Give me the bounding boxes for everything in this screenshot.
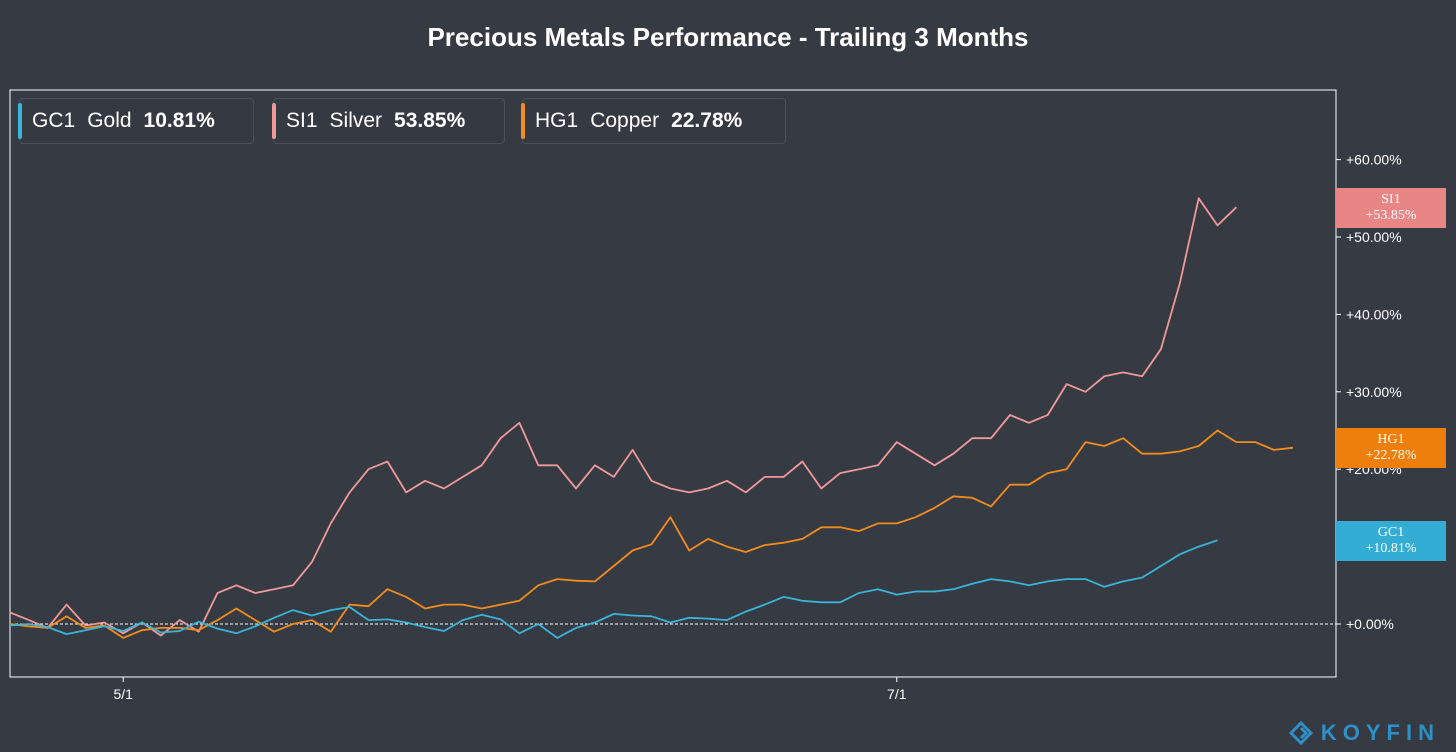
x-tick-label: 5/1 — [113, 686, 133, 702]
legend-gold-pct: 10.81% — [143, 109, 215, 132]
legend-gold[interactable]: GC1 Gold 10.81% — [18, 98, 254, 144]
legend-silver-swatch — [272, 103, 276, 139]
series-line-hg1 — [9, 429, 1294, 639]
end-label-copper-value: +22.78% — [1365, 448, 1417, 463]
legend-copper-pct: 22.78% — [671, 109, 743, 132]
y-tick-label: +40.00% — [1346, 306, 1402, 322]
series-line-gc1 — [9, 539, 1218, 639]
legend-silver-ticker: SI1 — [286, 109, 318, 132]
legend-silver-name: Silver — [329, 109, 383, 132]
chart-title: Precious Metals Performance - Trailing 3… — [427, 22, 1029, 52]
x-tick-label: 7/1 — [887, 686, 907, 702]
end-label-copper: HG1 +22.78% — [1336, 428, 1446, 468]
end-label-gold: GC1 +10.81% — [1336, 521, 1446, 561]
end-label-gold-value: +10.81% — [1365, 541, 1417, 556]
legend-gold-ticker: GC1 — [32, 109, 76, 132]
legend-copper-swatch — [521, 103, 525, 139]
legend-copper-name: Copper — [590, 109, 660, 132]
legend-silver-pct: 53.85% — [394, 109, 466, 132]
end-label-silver-ticker: SI1 — [1381, 192, 1401, 207]
end-label-silver-value: +53.85% — [1365, 208, 1417, 223]
end-label-silver: SI1 +53.85% — [1336, 188, 1446, 228]
series-line-si1 — [9, 197, 1238, 637]
y-tick-label: +30.00% — [1346, 384, 1402, 400]
legend-gold-name: Gold — [87, 109, 132, 132]
legend-copper-ticker: HG1 — [535, 109, 579, 132]
koyfin-logo: KOYFIN — [1288, 720, 1440, 746]
plot-frame — [9, 89, 1337, 678]
koyfin-wordmark: KOYFIN — [1320, 720, 1440, 745]
legend-silver[interactable]: SI1 Silver 53.85% — [272, 98, 505, 144]
legend-copper[interactable]: HG1 Copper 22.78% — [521, 98, 786, 144]
legend-gold-swatch — [18, 103, 22, 139]
end-label-copper-ticker: HG1 — [1377, 432, 1405, 447]
y-tick-label: +60.00% — [1346, 152, 1402, 168]
y-tick-label: +50.00% — [1346, 229, 1402, 245]
end-label-gold-ticker: GC1 — [1377, 525, 1405, 540]
koyfin-diamond-icon — [1288, 721, 1313, 745]
y-tick-label: +0.00% — [1346, 616, 1394, 632]
